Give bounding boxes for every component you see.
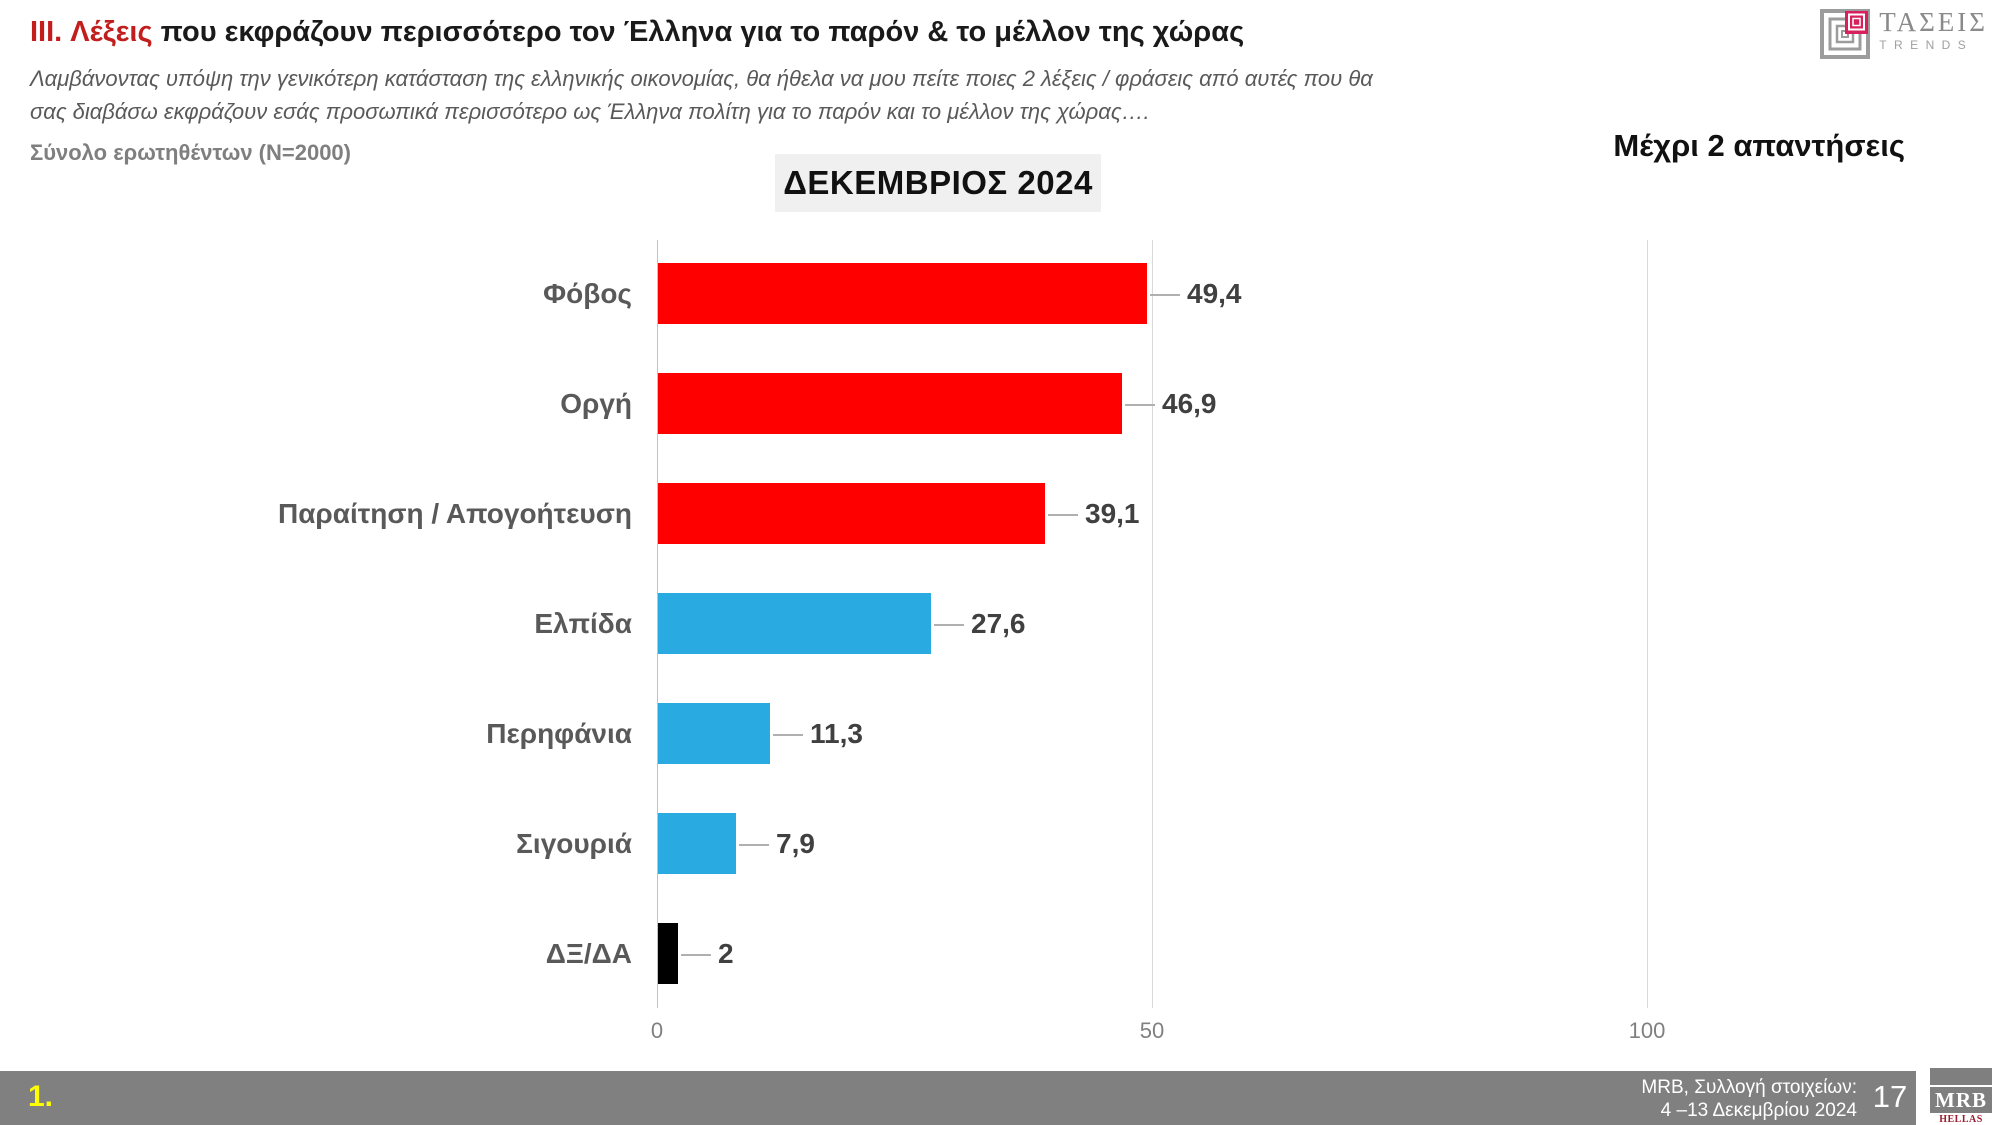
question-text-line2: σας διαβάσω εκφράζουν εσάς προσωπικά περ…	[30, 99, 1150, 124]
page-title: III. Λέξεις που εκφράζουν περισσότερο το…	[30, 16, 1244, 49]
value-leader-line	[739, 844, 769, 846]
category-label: Οργή	[560, 388, 632, 419]
value-leader-line	[1048, 514, 1078, 516]
question-text: Λαμβάνοντας υπόψη την γενικότερη κατάστα…	[30, 62, 1373, 128]
max-answers-note: Μέχρι 2 απαντήσεις	[1613, 128, 1905, 163]
x-tick-label-0: 0	[650, 1018, 664, 1043]
category-label: Περηφάνια	[486, 718, 632, 749]
bar	[658, 263, 1147, 324]
gridline-x-100	[1647, 240, 1648, 1008]
question-text-line1: Λαμβάνοντας υπόψη την γενικότερη κατάστα…	[30, 66, 1373, 91]
value-label: 46,9	[1162, 388, 1217, 419]
bar	[658, 373, 1122, 434]
mrb-logo: MRB HELLAS S.A	[1930, 1068, 1992, 1125]
page-title-rest: που εκφράζουν περισσότερο τον Έλληνα για…	[152, 16, 1245, 48]
taseis-logo-text: ΤΑΣΕΙΣ TRENDS	[1879, 8, 1988, 52]
mrb-logo-name: MRB	[1930, 1087, 1992, 1113]
value-leader-line	[773, 734, 803, 736]
gridline-x-50	[1152, 240, 1153, 1008]
value-label: 39,1	[1085, 498, 1140, 529]
taseis-logo-name: ΤΑΣΕΙΣ	[1879, 7, 1988, 37]
gridline-x-0	[657, 240, 658, 1008]
mrb-logo-subname: HELLAS S.A	[1939, 1114, 1983, 1125]
value-leader-line	[1150, 294, 1180, 296]
footer-bar: 1. MRB, Συλλογή στοιχείων: 4 –13 Δεκεμβρ…	[0, 1071, 1916, 1125]
sample-size-label: Σύνολο ερωτηθέντων (N=2000)	[30, 140, 351, 165]
x-tick-label-100: 100	[1628, 1018, 1666, 1043]
source-note: MRB, Συλλογή στοιχείων: 4 –13 Δεκεμβρίου…	[1641, 1076, 1857, 1122]
taseis-logo: ΤΑΣΕΙΣ TRENDS	[1819, 8, 1988, 65]
value-label: 2	[718, 938, 734, 969]
bar	[658, 483, 1045, 544]
category-label: Παραίτηση / Απογοήτευση	[277, 498, 632, 529]
x-tick-label-50: 50	[1139, 1018, 1165, 1043]
value-label: 11,3	[810, 718, 863, 749]
value-label: 7,9	[776, 828, 815, 859]
bar	[658, 813, 736, 874]
category-label: ΔΞ/ΔΑ	[545, 938, 632, 969]
period-badge: ΔΕΚΕΜΒΡΙΟΣ 2024	[775, 154, 1101, 212]
page-title-accent: III. Λέξεις	[30, 16, 153, 48]
value-label: 49,4	[1187, 278, 1242, 309]
taseis-logo-subname: TRENDS	[1879, 38, 1974, 52]
section-number: 1.	[28, 1080, 54, 1113]
source-note-line1: MRB, Συλλογή στοιχείων:	[1641, 1077, 1857, 1098]
bar	[658, 703, 770, 764]
value-leader-line	[1125, 404, 1155, 406]
source-note-line2: 4 –13 Δεκεμβρίου 2024	[1660, 1100, 1857, 1121]
page-number: 17	[1872, 1079, 1908, 1114]
category-label: Φόβος	[543, 278, 632, 309]
value-label: 27,6	[971, 608, 1026, 639]
bar	[658, 923, 678, 984]
category-label: Σιγουριά	[516, 828, 632, 859]
value-leader-line	[934, 624, 964, 626]
bar	[658, 593, 931, 654]
concentric-squares-icon	[1819, 8, 1871, 65]
category-label: Ελπίδα	[534, 608, 632, 639]
mrb-logo-block	[1930, 1068, 1992, 1085]
value-leader-line	[681, 954, 711, 956]
